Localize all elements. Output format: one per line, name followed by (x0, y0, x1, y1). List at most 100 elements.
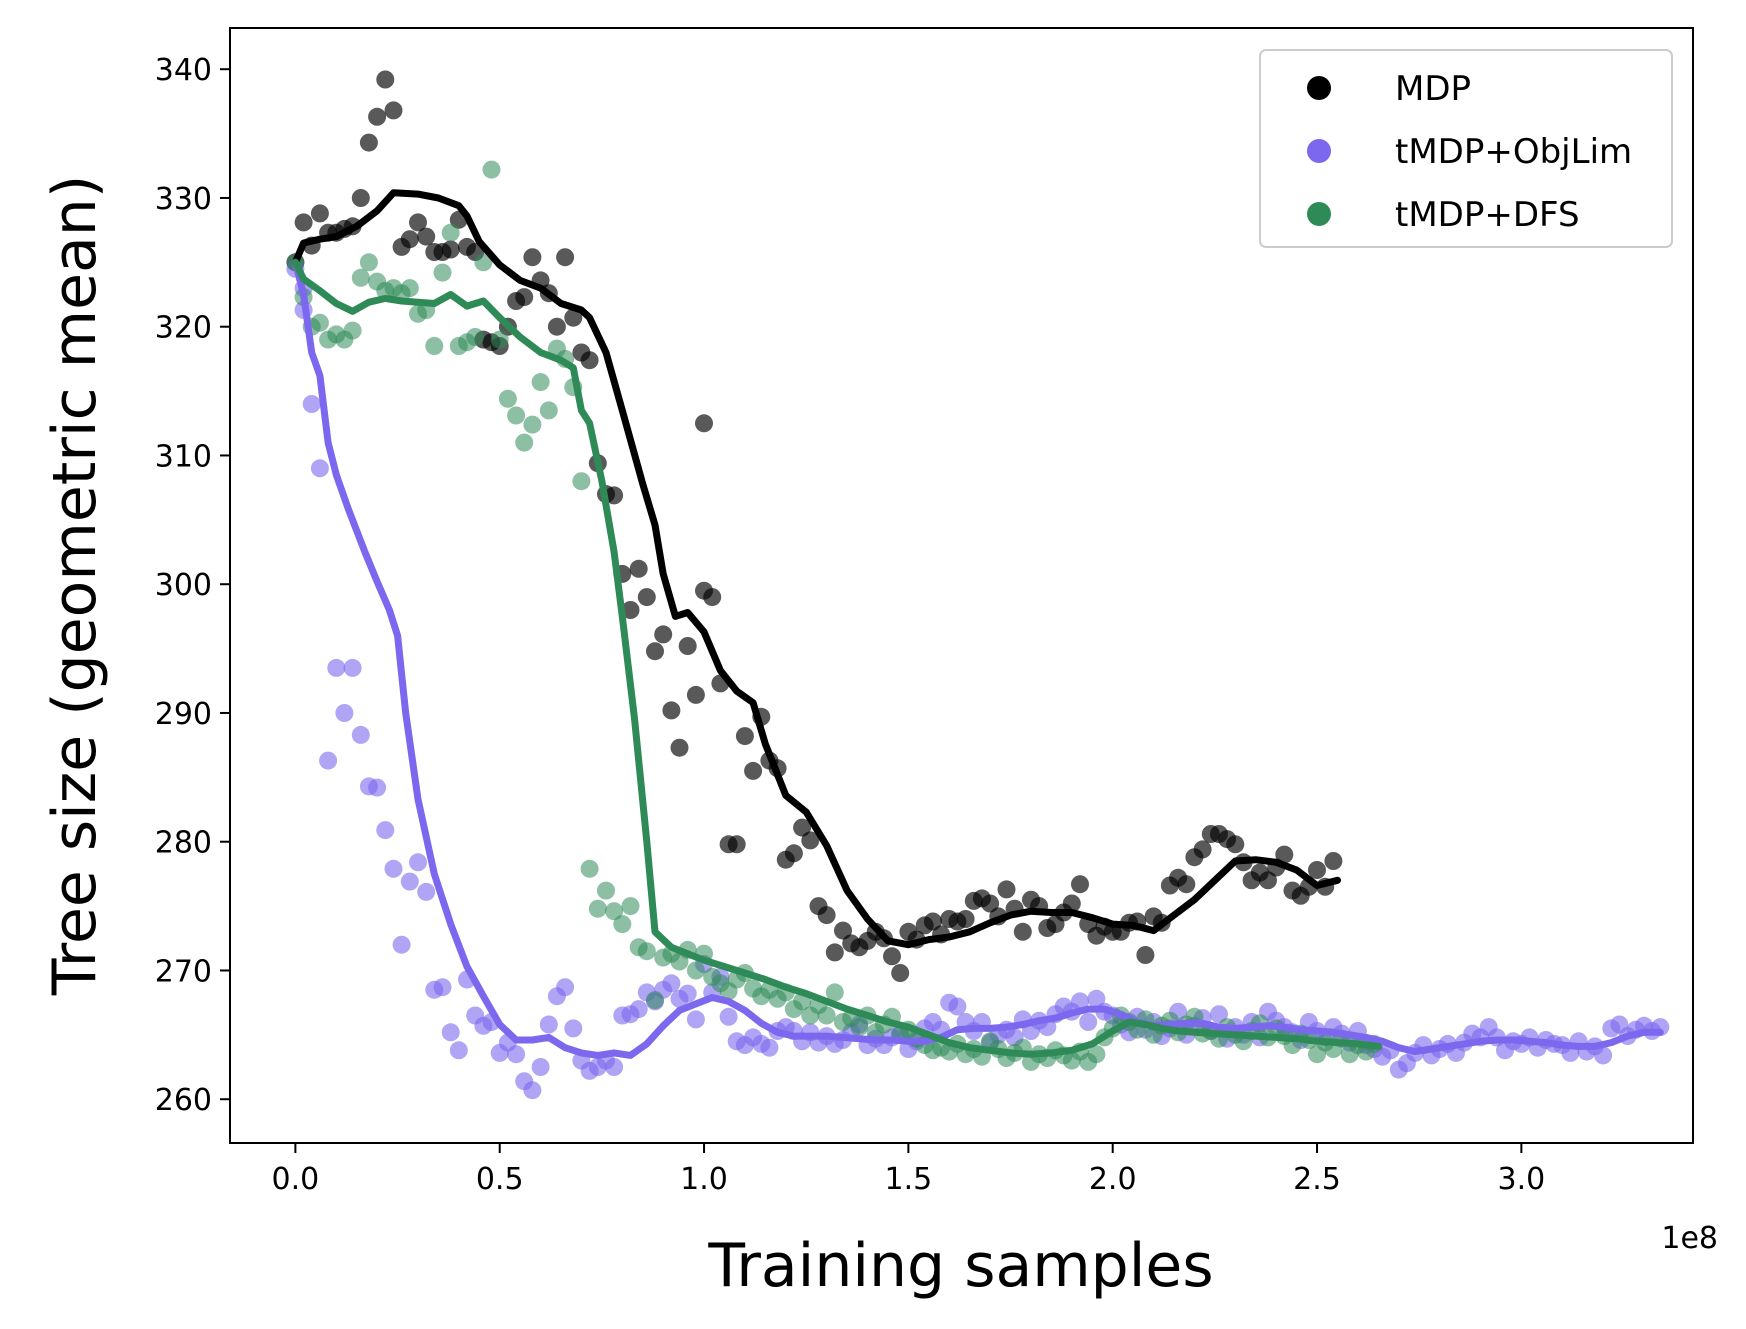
data-point (883, 947, 901, 966)
data-point (376, 821, 395, 840)
legend-marker-1 (1307, 139, 1331, 163)
legend-marker-0 (1307, 76, 1331, 100)
data-point (1324, 852, 1343, 870)
data-point (507, 406, 526, 425)
data-point (1226, 835, 1245, 854)
data-point (466, 328, 485, 346)
data-point (621, 897, 640, 916)
data-point (327, 658, 346, 677)
data-point (784, 844, 803, 863)
legend-label-2: tMDP+DFS (1395, 195, 1580, 235)
data-point (580, 351, 599, 370)
data-point (564, 308, 583, 327)
data-point (605, 1058, 624, 1076)
x-tick-label: 0.5 (476, 1162, 524, 1197)
x-tick-label: 0.0 (272, 1162, 320, 1197)
legend-items: MDP tMDP+ObjLim tMDP+DFS (1307, 69, 1632, 235)
data-point (686, 685, 705, 704)
data-point (678, 637, 697, 655)
data-point (1071, 992, 1089, 1011)
data-point (744, 761, 763, 780)
data-point (400, 230, 419, 249)
legend-frame (1259, 49, 1673, 248)
x-axis: 0.0 0.5 1.0 1.5 2.0 2.5 3.0 (272, 1143, 1545, 1197)
series-layer (286, 70, 1670, 1100)
data-point (539, 1015, 558, 1034)
x-tick-label: 2.5 (1293, 1162, 1341, 1197)
data-point (441, 223, 460, 242)
data-point (1062, 894, 1081, 913)
data-point (605, 902, 624, 921)
data-point (433, 978, 452, 997)
data-point (359, 133, 378, 152)
data-point (351, 189, 370, 207)
y-axis: 260 270 280 290 300 310 320 330 340 (155, 53, 230, 1118)
data-point (1594, 1046, 1613, 1065)
data-point (507, 1045, 526, 1064)
data-point (637, 588, 656, 607)
series-line-0 (291, 189, 1341, 949)
y-tick-label: 310 (155, 439, 212, 474)
series-line-1 (291, 258, 1664, 1059)
data-point (531, 1058, 550, 1076)
x-tick-label: 2.0 (1089, 1162, 1137, 1197)
data-point (654, 625, 673, 644)
data-point (727, 835, 746, 854)
data-point (556, 978, 575, 997)
x-tick-label: 1.0 (680, 1162, 728, 1197)
data-point (760, 1038, 779, 1057)
data-point (547, 317, 566, 336)
data-point (629, 1000, 648, 1019)
data-point (948, 997, 967, 1016)
series-line-2 (291, 258, 1382, 1058)
data-point (997, 880, 1016, 899)
data-point (1275, 845, 1294, 864)
data-point (735, 727, 754, 746)
y-tick-label: 260 (155, 1083, 212, 1118)
data-point (515, 433, 534, 452)
data-point (335, 704, 354, 722)
data-point (686, 1010, 705, 1029)
data-point (605, 486, 624, 505)
data-point (359, 253, 378, 272)
x-axis-title: Training samples (707, 1231, 1213, 1301)
y-tick-label: 270 (155, 954, 212, 989)
legend-label-0: MDP (1395, 69, 1471, 109)
data-point (482, 160, 501, 179)
data-point (695, 414, 713, 433)
data-point (1087, 1045, 1106, 1064)
data-point (294, 213, 313, 232)
data-point (572, 472, 591, 491)
legend: MDP tMDP+ObjLim tMDP+DFS (1259, 49, 1673, 248)
data-point (441, 1023, 460, 1042)
data-point (1071, 875, 1089, 894)
data-point (703, 588, 722, 607)
data-point (539, 401, 558, 420)
y-tick-label: 280 (155, 826, 212, 861)
data-point (425, 337, 444, 355)
data-point (302, 395, 321, 413)
data-point (825, 943, 844, 962)
plot-frame (229, 27, 1694, 1144)
data-point (1193, 840, 1212, 859)
y-tick-label: 330 (155, 182, 212, 217)
data-point (384, 859, 403, 878)
data-point (433, 263, 452, 282)
data-point (368, 107, 387, 126)
y-axis-title: Tree size (geometric mean) (40, 175, 110, 996)
data-point (956, 910, 975, 928)
data-point (531, 373, 550, 392)
plot-area (229, 27, 1694, 1144)
series-points-1 (286, 259, 1670, 1100)
data-point (817, 1006, 836, 1025)
x-tick-label: 1.5 (885, 1162, 933, 1197)
data-point (817, 906, 836, 925)
data-point (1259, 871, 1277, 890)
data-point (678, 984, 697, 1003)
data-point (392, 935, 411, 954)
data-point (368, 778, 387, 797)
y-tick-label: 290 (155, 697, 212, 732)
data-point (523, 1081, 542, 1100)
legend-marker-2 (1307, 202, 1331, 226)
